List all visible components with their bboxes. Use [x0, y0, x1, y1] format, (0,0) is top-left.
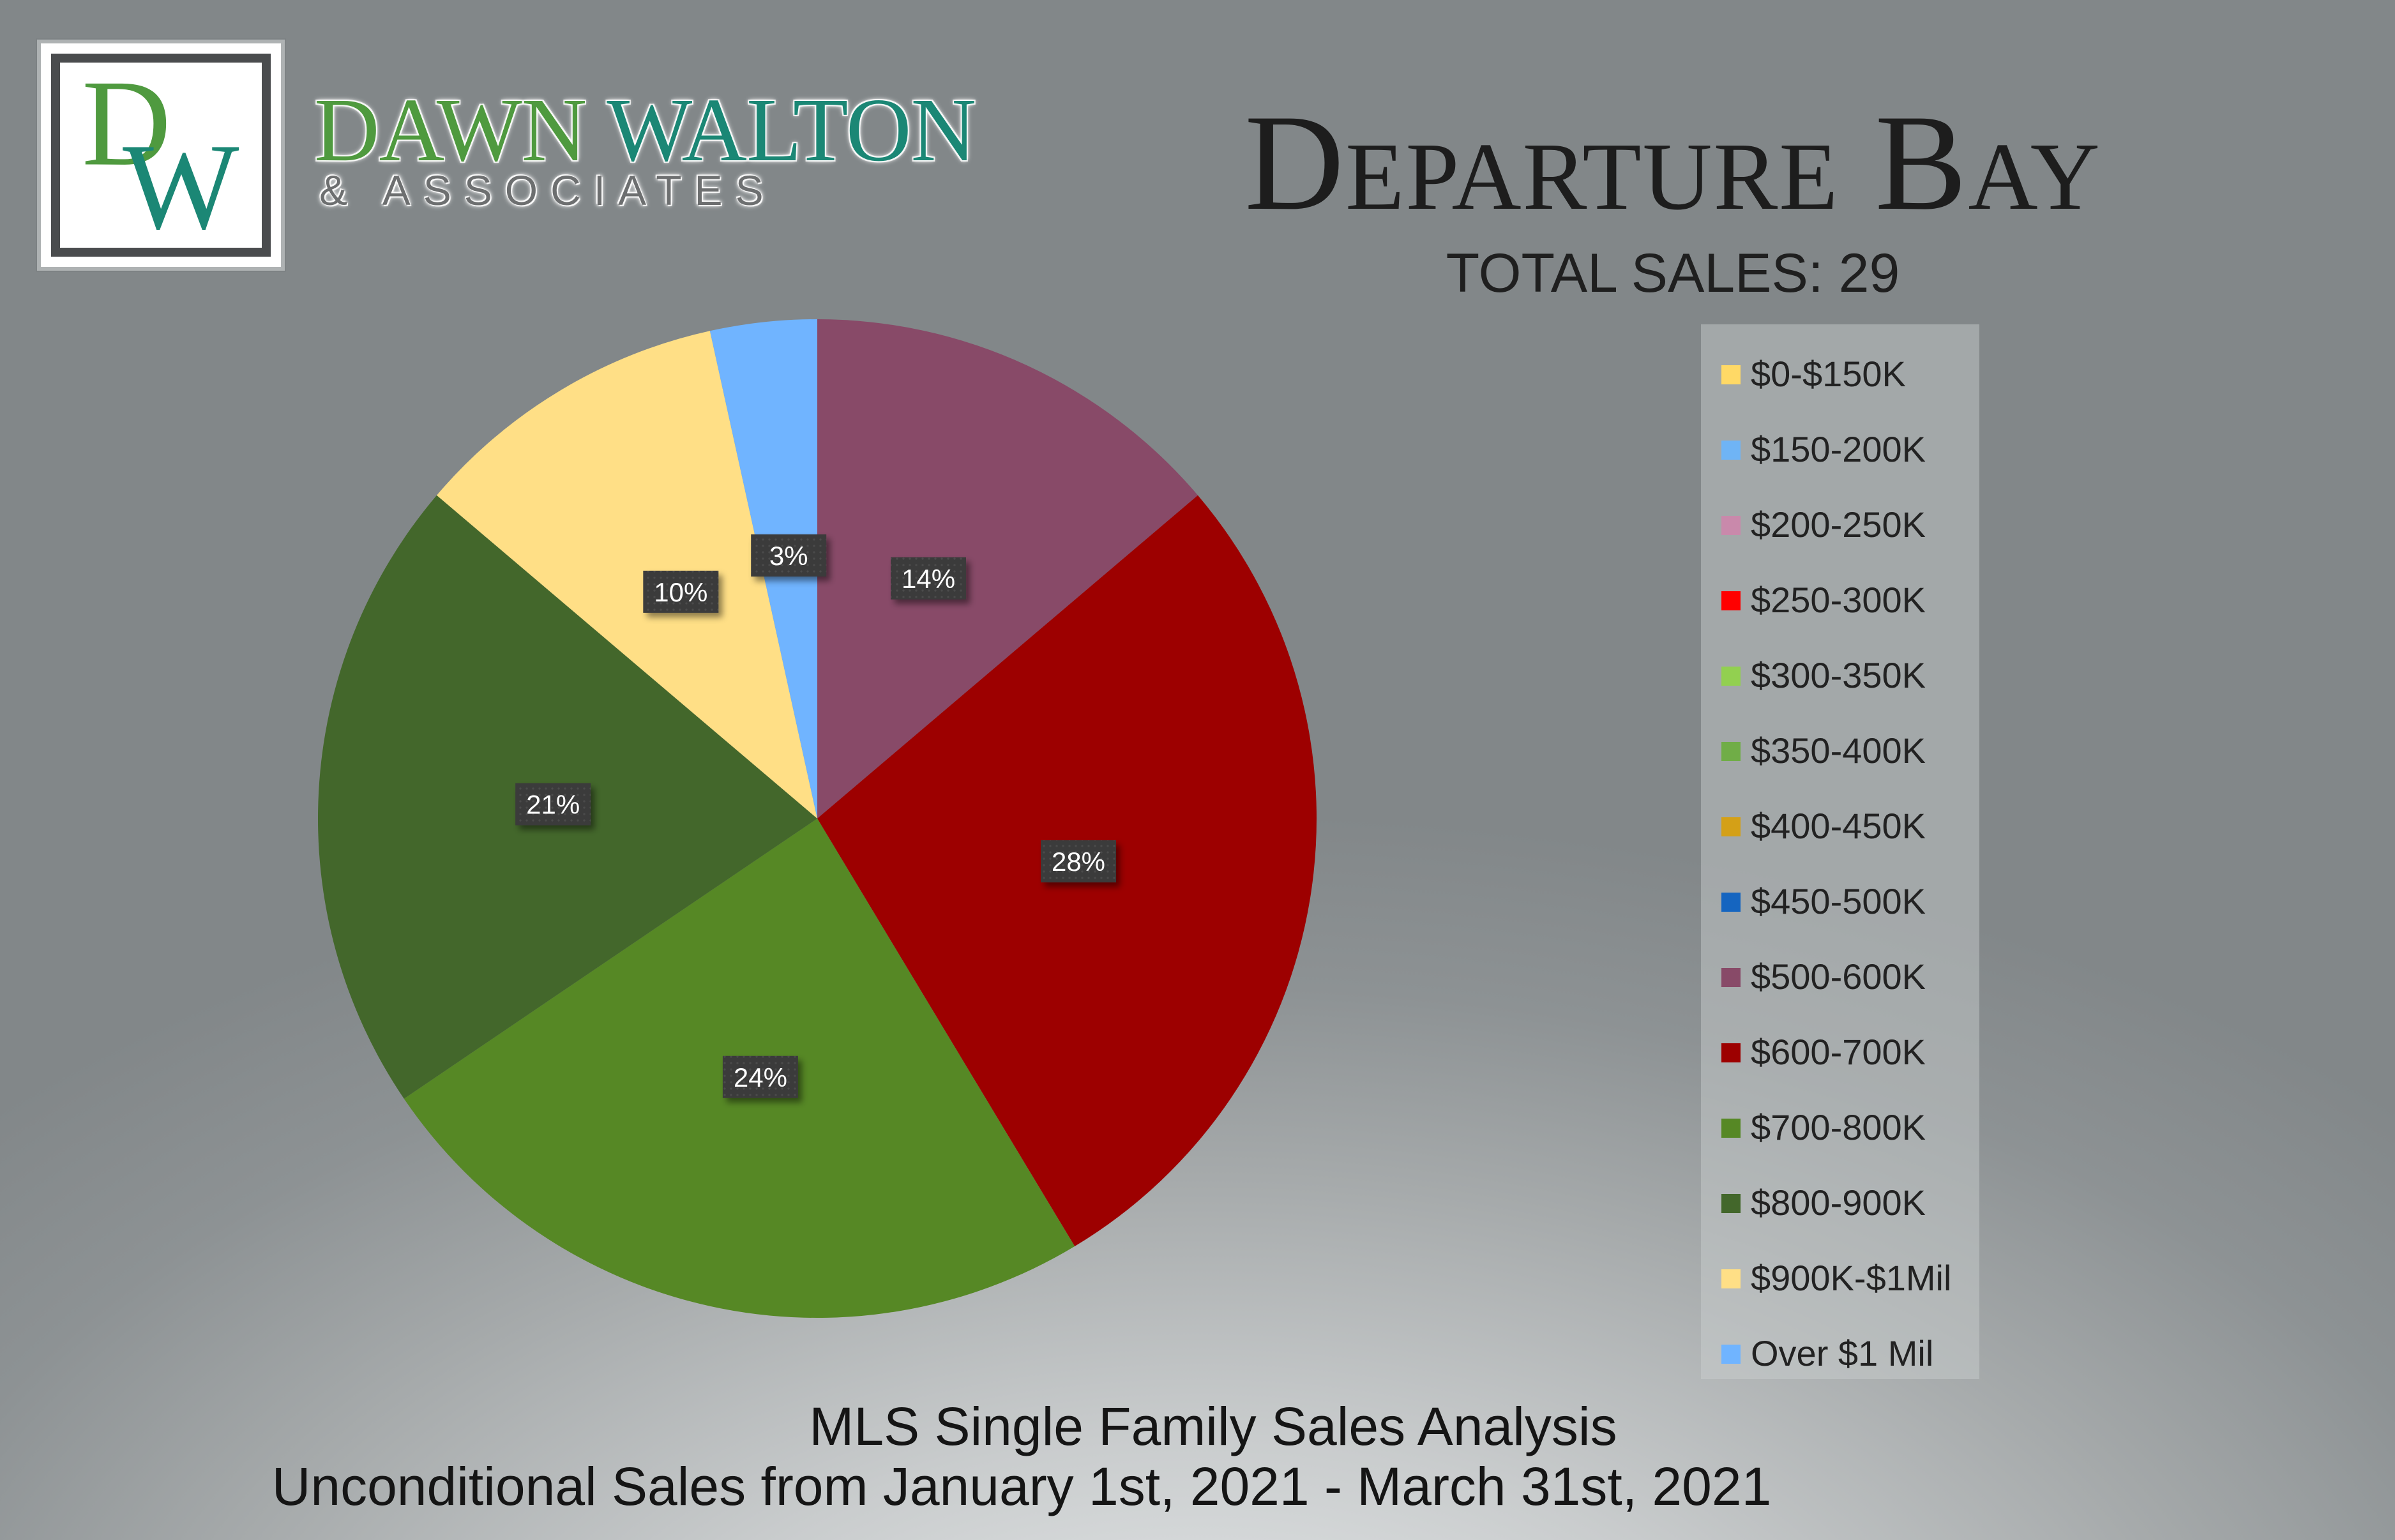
data-label-900k-1mil: 10%: [643, 570, 719, 613]
legend-item-500-600k: $500-600K: [1721, 951, 1977, 1002]
legend-label: $200-250K: [1751, 504, 1926, 545]
pie-slice-500-600k: [817, 319, 1198, 819]
legend-label: $400-450K: [1751, 806, 1926, 846]
brand-subtitle: & ASSOCIATES: [319, 167, 776, 214]
legend-label: $150-200K: [1751, 429, 1926, 469]
legend-swatch: [1721, 1269, 1741, 1288]
footer-date-range: Unconditional Sales from January 1st, 20…: [271, 1456, 1772, 1516]
legend-item-450-500k: $450-500K: [1721, 876, 1977, 927]
legend-swatch: [1721, 968, 1741, 987]
legend-label: $900K-$1Mil: [1751, 1258, 1952, 1298]
logo-monogram: D W: [51, 54, 271, 257]
legend-label: $800-900K: [1751, 1182, 1926, 1223]
legend-item-250-300k: $250-300K: [1721, 575, 1977, 626]
legend-label: $500-600K: [1751, 956, 1926, 997]
legend-item-800-900k: $800-900K: [1721, 1177, 1977, 1228]
data-label-800-900k: 21%: [515, 783, 591, 826]
svg-text:14%: 14%: [902, 564, 955, 594]
legend-item-over-1-mil: Over $1 Mil: [1721, 1328, 1977, 1379]
company-logo: D W: [37, 40, 285, 271]
svg-text:24%: 24%: [734, 1062, 787, 1092]
legend-item-700-800k: $700-800K: [1721, 1102, 1977, 1153]
svg-text:28%: 28%: [1052, 847, 1105, 877]
legend-label: $0-$150K: [1751, 354, 1906, 394]
legend-item-200-250k: $200-250K: [1721, 499, 1977, 550]
svg-text:W: W: [123, 118, 239, 248]
data-label-500-600k: 14%: [891, 557, 967, 600]
brand-name: DAWN WALTON: [314, 79, 976, 180]
legend-swatch: [1721, 1345, 1741, 1364]
legend-label: $450-500K: [1751, 881, 1926, 921]
svg-text:10%: 10%: [654, 577, 707, 607]
legend-swatch: [1721, 1194, 1741, 1213]
legend-label: $700-800K: [1751, 1107, 1926, 1147]
legend-label: $300-350K: [1751, 655, 1926, 695]
footer-title: MLS Single Family Sales Analysis: [809, 1396, 1617, 1456]
data-label-700-800k: 24%: [722, 1055, 798, 1098]
legend-label: $250-300K: [1751, 580, 1926, 620]
svg-text:3%: 3%: [769, 541, 808, 571]
legend-swatch: [1721, 667, 1741, 686]
pie-slice-900k-1mil: [436, 331, 817, 819]
legend-item-600-700k: $600-700K: [1721, 1027, 1977, 1078]
brand-name-first: DAWN: [314, 79, 587, 180]
data-label-600-700k: 28%: [1041, 840, 1117, 883]
legend-label: Over $1 Mil: [1751, 1333, 1934, 1373]
legend-swatch: [1721, 441, 1741, 460]
legend-swatch: [1721, 817, 1741, 836]
total-sales-label: TOTAL SALES: 29: [1446, 243, 1900, 304]
legend-swatch: [1721, 893, 1741, 912]
pie-chart: 14% 28% 24% 21% 10% 3%: [300, 319, 1334, 1354]
legend-item-900k-1mil: $900K-$1Mil: [1721, 1253, 1977, 1304]
legend-item-0-150k: $0-$150K: [1721, 349, 1977, 400]
legend-label: $350-400K: [1751, 730, 1926, 771]
chart-legend: $0-$150K $150-200K $200-250K $250-300K $300-…: [1701, 324, 1979, 1379]
legend-item-350-400k: $350-400K: [1721, 725, 1977, 776]
svg-text:21%: 21%: [526, 790, 580, 820]
legend-swatch: [1721, 365, 1741, 384]
legend-swatch: [1721, 516, 1741, 535]
pie-slices: [318, 319, 1317, 1318]
page-title: Departure Bay: [1244, 86, 2101, 239]
legend-swatch: [1721, 742, 1741, 761]
dw-monogram-graphic: D W: [82, 63, 239, 248]
legend-item-400-450k: $400-450K: [1721, 801, 1977, 852]
pie-data-labels: 14% 28% 24% 21% 10% 3%: [515, 534, 1117, 1098]
svg-text:D: D: [82, 63, 171, 192]
legend-swatch: [1721, 591, 1741, 610]
legend-label: $600-700K: [1751, 1032, 1926, 1072]
data-label-over-1-mil: 3%: [751, 534, 827, 577]
legend-swatch: [1721, 1043, 1741, 1062]
legend-swatch: [1721, 1119, 1741, 1138]
legend-item-300-350k: $300-350K: [1721, 650, 1977, 701]
brand-name-last: WALTON: [607, 79, 976, 180]
pie-chart-svg: 14% 28% 24% 21% 10% 3%: [318, 319, 1317, 1318]
legend-item-150-200k: $150-200K: [1721, 424, 1977, 475]
